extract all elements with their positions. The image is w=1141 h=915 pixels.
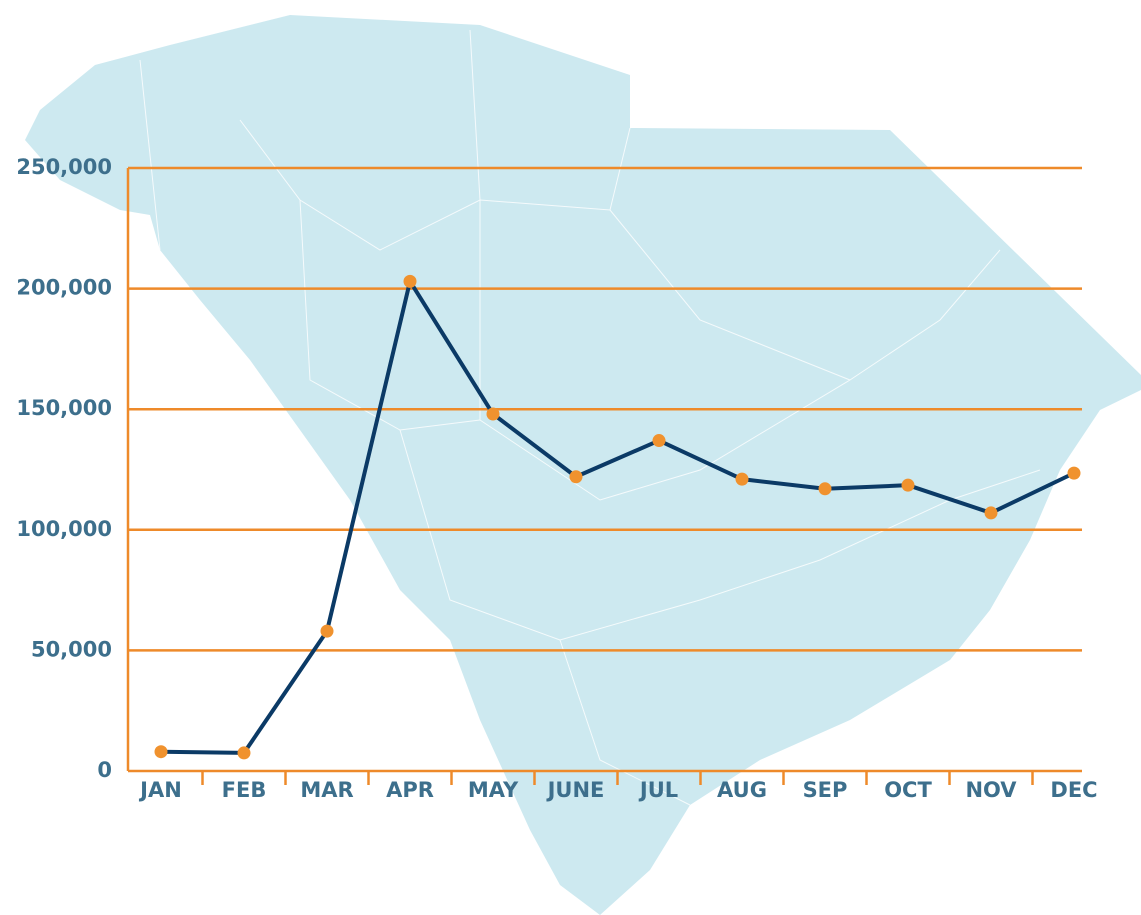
marker — [237, 746, 251, 760]
x-tick-label: OCT — [884, 778, 932, 802]
x-tick-label: JAN — [138, 778, 182, 802]
marker — [486, 407, 500, 421]
line — [160, 279, 1075, 755]
y-tick-label: 150,000 — [16, 396, 112, 420]
y-tick-label: 50,000 — [31, 637, 112, 661]
x-tick-label: SEP — [803, 778, 848, 802]
marker — [901, 478, 915, 492]
map-background — [25, 15, 1141, 915]
x-tick-label: DEC — [1050, 778, 1097, 802]
x-tick-label: MAY — [468, 778, 519, 802]
marker — [569, 470, 583, 484]
marker — [154, 745, 168, 759]
marker — [818, 482, 832, 496]
y-tick-label: 0 — [97, 758, 112, 782]
marker — [984, 506, 998, 520]
x-tick-label: FEB — [222, 778, 267, 802]
marker — [735, 472, 749, 486]
marker — [403, 274, 417, 288]
x-tick-label: NOV — [965, 778, 1017, 802]
y-tick-label: 100,000 — [16, 517, 112, 541]
x-tick-label: JUL — [638, 778, 678, 802]
marker — [652, 434, 666, 448]
y-tick-label: 200,000 — [16, 276, 112, 300]
x-tick-label: JUNE — [546, 778, 605, 802]
x-tick-label: MAR — [300, 778, 353, 802]
marker — [1067, 466, 1081, 480]
marker — [320, 624, 334, 638]
x-tick-label: APR — [386, 778, 434, 802]
y-tick-label: 250,000 — [16, 155, 112, 179]
x-tick-label: AUG — [717, 778, 767, 802]
